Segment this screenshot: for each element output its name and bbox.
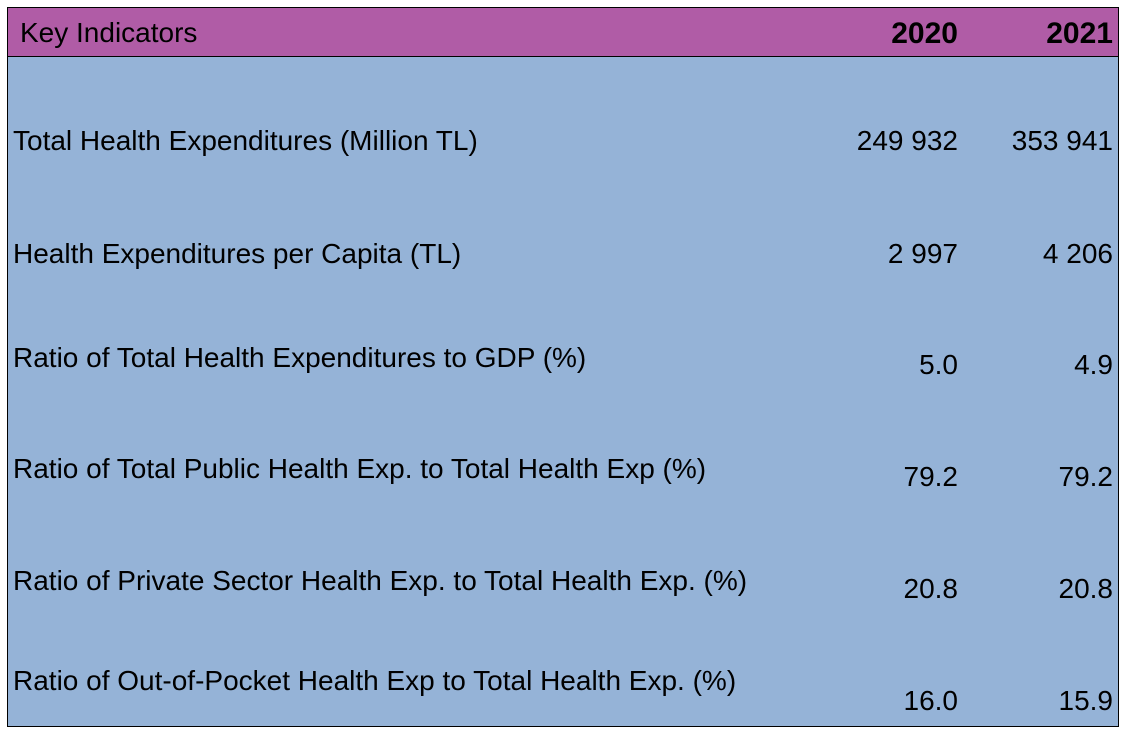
cell-value: 4 206 (1042, 238, 1113, 269)
cell-value: 79.2 (903, 461, 959, 492)
cell-value: 5.0 (919, 349, 958, 380)
header-row: Key Indicators 2020 2021 (8, 8, 1118, 57)
cell-value: 4.9 (1074, 349, 1113, 380)
column-header: 2021 (1046, 17, 1113, 50)
header-title: Key Indicators (20, 17, 198, 48)
cell-value: 16.0 (903, 685, 959, 716)
row-label: Ratio of Total Health Expenditures to GD… (13, 342, 587, 373)
cell-value: 2 997 (887, 238, 958, 269)
cell-value: 20.8 (1058, 573, 1114, 604)
cell-value: 79.2 (1058, 461, 1114, 492)
column-header: 2020 (891, 17, 958, 50)
cell-value: 353 941 (1011, 125, 1113, 156)
row-label: Ratio of Total Public Health Exp. to Tot… (13, 453, 707, 484)
cell-value: 15.9 (1058, 685, 1114, 716)
table: Key Indicators 2020 2021 Total Health Ex… (7, 7, 1119, 727)
cell-value: 249 932 (856, 125, 958, 156)
row-label: Total Health Expenditures (Million TL) (13, 125, 478, 156)
row-label: Ratio of Private Sector Health Exp. to T… (13, 565, 748, 596)
row-label: Ratio of Out-of-Pocket Health Exp to Tot… (13, 665, 737, 696)
cell-value: 20.8 (903, 573, 959, 604)
row-label: Health Expenditures per Capita (TL) (13, 238, 462, 269)
